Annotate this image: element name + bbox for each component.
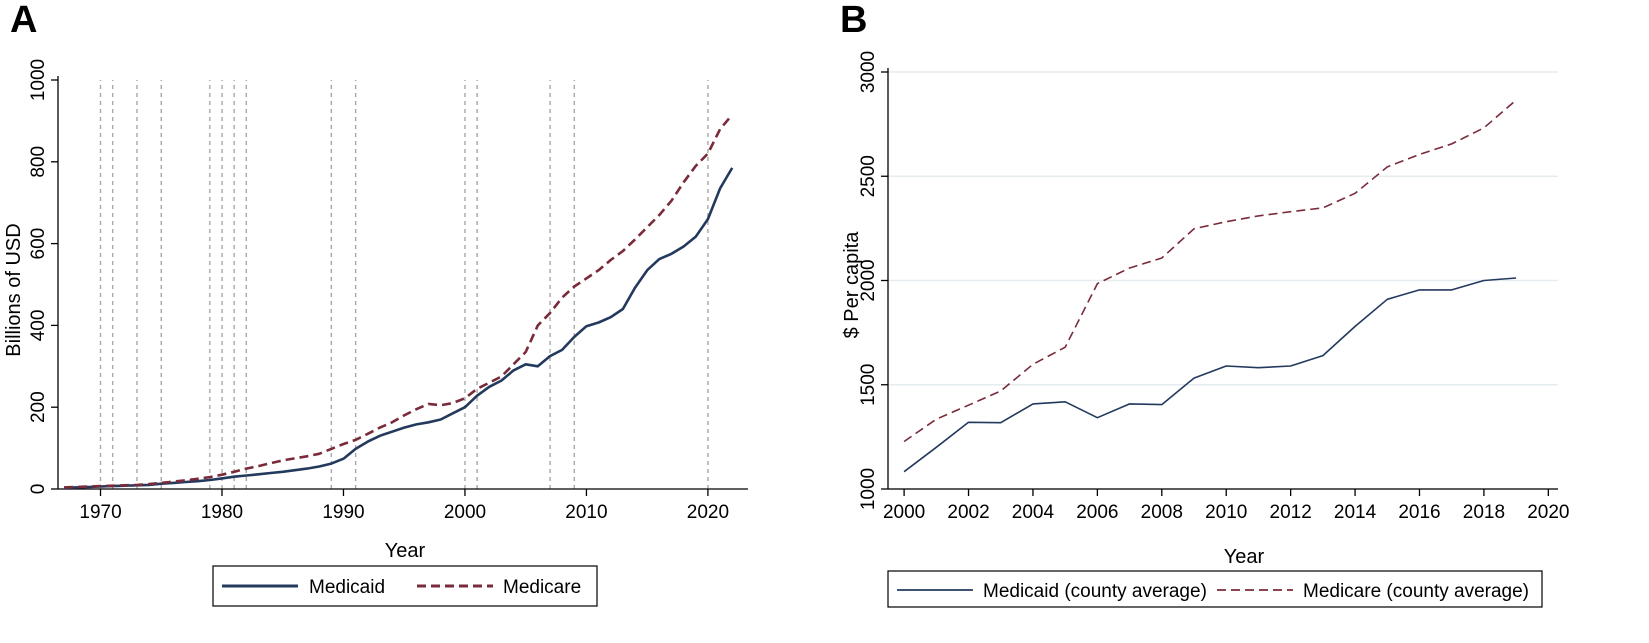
panel-a-x-tick-label-1980: 1980 <box>201 502 243 523</box>
panel-a-legend-medicaid-label: Medicaid <box>309 577 385 598</box>
panel-b-x-tick-label-2002: 2002 <box>947 502 989 523</box>
panel-a-plot-area: 0 200 400 600 800 1000 1970 1980 1990 2000 2010 202… <box>28 59 748 523</box>
panel-b-legend: Medicaid (county average) Medicare (coun… <box>887 570 1543 608</box>
panel-b-x-tick-label-2000: 2000 <box>883 502 925 523</box>
panel-b-plot-area: 1000 1500 2000 2500 3000 2000 2002 2004 2006 2008… <box>858 51 1569 523</box>
panel-b-x-tick-label-2010: 2010 <box>1205 502 1247 523</box>
panel-b-y-tick-label-1000: 1000 <box>858 468 879 510</box>
panel-b-y-tick-label-1500: 1500 <box>858 364 879 406</box>
panel-b: B 1000 1500 2000 2500 3000 2000 2002 2004 2006 20… <box>840 0 1569 608</box>
panel-b-legend-medicaid-label: Medicaid (county average) <box>983 581 1207 602</box>
panel-b-letter: B <box>840 0 867 41</box>
panel-a-x-tick-label-1990: 1990 <box>322 502 364 523</box>
panel-a-y-tick-label-600: 600 <box>28 228 49 260</box>
panel-a-series-medicaid <box>64 167 734 490</box>
panel-b-x-tick-label-2016: 2016 <box>1398 502 1440 523</box>
panel-b-x-tick-label-2004: 2004 <box>1012 502 1055 523</box>
panel-a-y-tick-label-1000: 1000 <box>28 59 49 101</box>
panel-a-y-axis-title: Billions of USD <box>3 223 25 356</box>
panel-b-y-tick-label-3000: 3000 <box>858 51 879 93</box>
panel-b-series-medicare-county-average <box>903 99 1517 443</box>
panel-b-y-axis-title: $ Per capita <box>841 231 863 339</box>
panel-a-y-tick-label-200: 200 <box>28 391 49 423</box>
panel-a-legend: Medicaid Medicare <box>212 565 598 607</box>
panel-b-x-axis-title: Year <box>1224 546 1265 568</box>
panel-a-series-medicare <box>64 113 734 489</box>
panel-b-x-tick-label-2014: 2014 <box>1334 502 1377 523</box>
panel-b-x-tick-label-2012: 2012 <box>1270 502 1312 523</box>
panel-b-legend-box <box>887 570 1543 608</box>
panel-b-x-tick-label-2020: 2020 <box>1527 502 1569 523</box>
panel-a-y-tick-label-400: 400 <box>28 310 49 342</box>
panel-b-legend-medicare-label: Medicare (county average) <box>1303 581 1529 602</box>
panel-a-x-tick-label-1970: 1970 <box>79 502 121 523</box>
panel-a-x-axis-title: Year <box>385 540 426 562</box>
panel-a: A 0 200 400 600 800 1000 1970 1980 1990 2000 2010 2… <box>3 0 748 607</box>
panel-a-x-tick-label-2010: 2010 <box>565 502 607 523</box>
panel-b-x-tick-label-2008: 2008 <box>1141 502 1183 523</box>
panel-b-y-tick-label-2000: 2000 <box>858 259 879 301</box>
panel-a-letter: A <box>10 0 37 41</box>
panel-a-legend-medicare-label: Medicare <box>503 577 581 598</box>
panel-b-x-tick-label-2018: 2018 <box>1463 502 1505 523</box>
panel-b-series-medicaid-county-average <box>903 277 1517 473</box>
panel-b-y-tick-label-2500: 2500 <box>858 155 879 197</box>
panel-a-x-tick-label-2000: 2000 <box>444 502 486 523</box>
panel-a-y-tick-label-800: 800 <box>28 146 49 178</box>
panel-a-x-tick-label-2020: 2020 <box>687 502 729 523</box>
panel-b-x-tick-label-2006: 2006 <box>1076 502 1118 523</box>
panel-a-y-tick-label-0: 0 <box>28 484 49 495</box>
